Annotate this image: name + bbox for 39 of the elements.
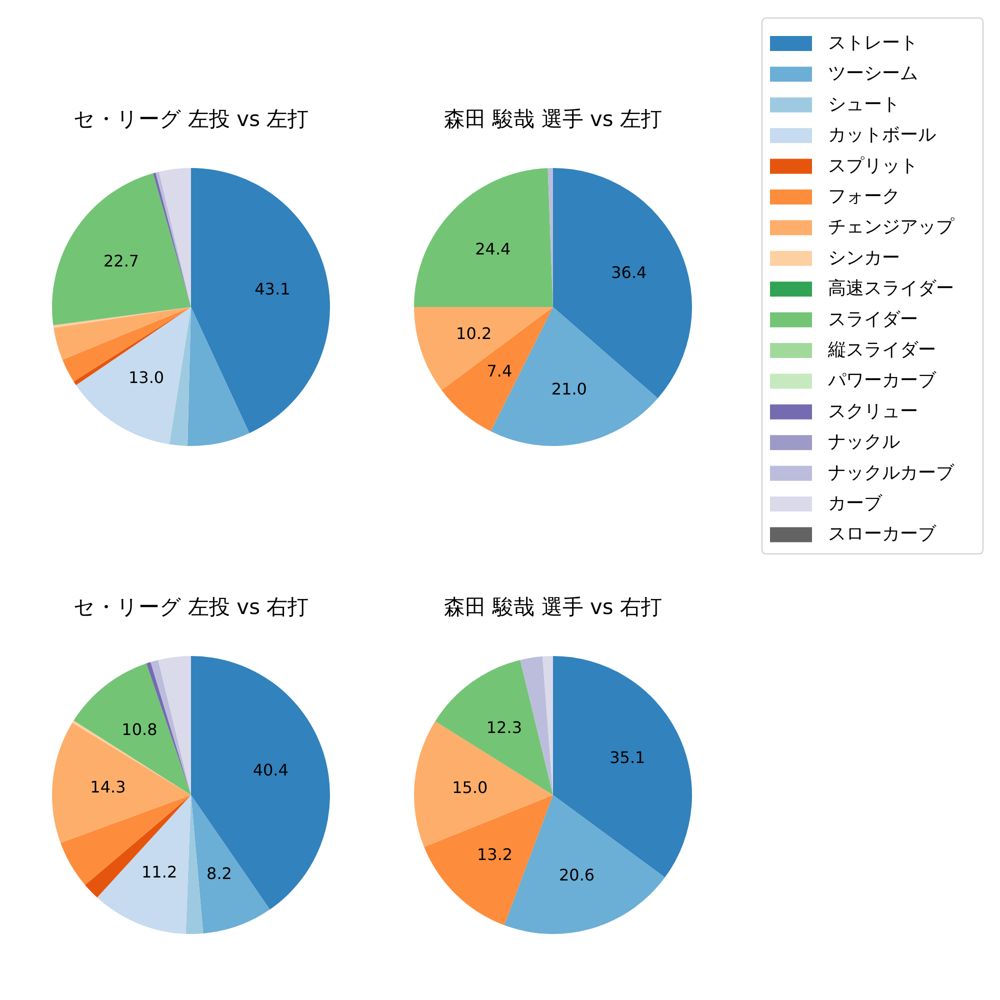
legend-label: カットボール <box>828 124 936 146</box>
legend-label: シュート <box>828 94 900 115</box>
data-label: 10.2 <box>456 324 492 343</box>
chart-title: 森田 駿哉 選手 vs 左打 <box>444 107 662 131</box>
data-label: 7.4 <box>486 361 512 380</box>
data-label: 40.4 <box>252 760 288 780</box>
data-label: 43.1 <box>254 280 290 299</box>
legend-label: フォーク <box>828 186 900 207</box>
legend-label: 高速スライダー <box>828 278 954 300</box>
data-label: 20.6 <box>558 865 595 884</box>
data-label: 10.8 <box>122 720 158 739</box>
data-label: 12.3 <box>486 718 522 737</box>
data-label: 21.0 <box>551 379 587 398</box>
legend-label: シンカー <box>828 247 900 268</box>
data-label: 13.0 <box>128 368 164 387</box>
data-label: 13.2 <box>476 845 513 864</box>
legend-label: スプリット <box>828 155 918 176</box>
legend-label: カーブ <box>828 493 883 514</box>
legend-label: スライダー <box>828 308 918 330</box>
legend-label: 縦スライダー <box>827 340 936 360</box>
data-label: 22.7 <box>103 252 140 271</box>
legend-label: スクリュー <box>828 400 918 422</box>
legend-label: ナックルカーブ <box>828 462 955 484</box>
legend-label: スローカーブ <box>828 524 937 545</box>
legend-label: パワーカーブ <box>827 370 937 392</box>
legend-label: ツーシーム <box>828 63 918 84</box>
data-label: 8.2 <box>206 864 232 883</box>
legend-label: チェンジアップ <box>828 216 955 238</box>
data-label: 36.4 <box>611 262 647 282</box>
data-label: 14.3 <box>90 777 126 796</box>
data-label: 35.1 <box>610 748 646 767</box>
chart-title: 森田 駿哉 選手 vs 右打 <box>444 595 662 619</box>
data-label: 15.0 <box>452 778 488 798</box>
data-label: 11.2 <box>142 862 178 882</box>
data-label: 24.4 <box>475 240 511 259</box>
legend-label: ナックル <box>828 432 900 453</box>
chart-title: セ・リーグ 左投 vs 右打 <box>73 595 309 619</box>
text: セ・リーグ 左投 vs 左打 <box>73 107 309 131</box>
legend-label: ストレート <box>828 32 918 54</box>
